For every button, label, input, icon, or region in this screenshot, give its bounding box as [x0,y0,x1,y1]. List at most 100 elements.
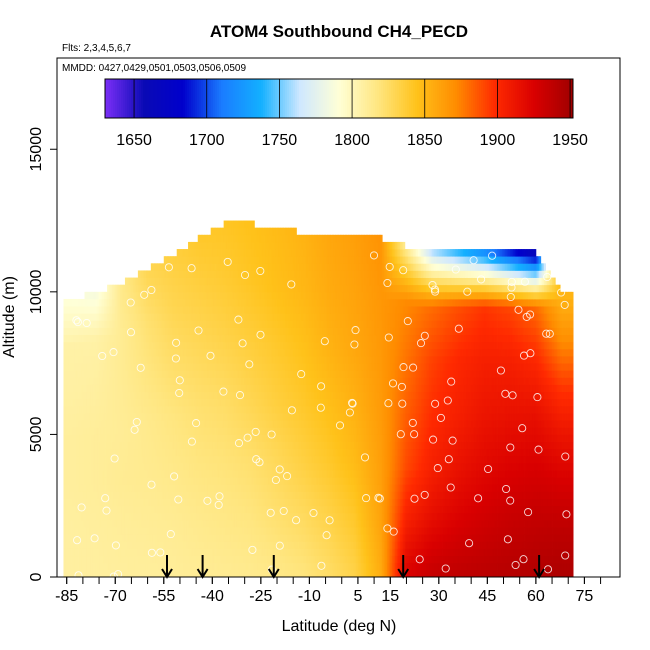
heatmap-cell [118,377,121,385]
heatmap-cell [89,512,92,521]
heatmap-cell [81,384,84,393]
heatmap-cell [115,484,118,492]
heatmap-cell [116,341,119,350]
heatmap-cell [126,391,129,400]
heatmap-cell [134,555,137,564]
heatmap-cell [113,334,116,343]
heatmap-cell [124,455,127,464]
heatmap-cell [89,448,92,457]
heatmap-cell [63,462,66,471]
heatmap-cell [128,291,131,300]
heatmap-cell [133,313,136,321]
heatmap-cell [95,348,98,357]
heatmap-cell [110,470,113,478]
heatmap-cell [66,527,69,535]
heatmap-cell [121,284,124,293]
heatmap-cell [74,527,77,535]
heatmap-cell [103,448,106,457]
heatmap-cell [99,391,102,400]
heatmap-cell [107,491,110,499]
heatmap-cell [108,484,111,492]
heatmap-cell [63,370,66,378]
heatmap-cell [115,441,118,450]
heatmap-cell [103,527,106,535]
heatmap-cell [68,527,71,535]
heatmap-cell [133,384,136,393]
heatmap-cell [87,562,90,571]
heatmap-cell [128,434,131,442]
heatmap-cell [74,356,77,364]
heatmap-cell [66,541,69,549]
heatmap-cell [86,348,89,357]
heatmap-cell [87,470,90,478]
heatmap-cell [82,555,85,564]
heatmap-cell [112,491,115,499]
heatmap-cell [107,370,110,378]
heatmap-cell [84,363,87,371]
heatmap-cell [69,527,72,535]
heatmap-cell [69,298,72,307]
heatmap-cell [113,462,116,471]
heatmap-cell [78,391,81,400]
heatmap-cell [74,306,77,314]
heatmap-cell [78,363,81,371]
heatmap-cell [107,398,110,407]
heatmap-cell [79,519,82,528]
heatmap-cell [87,348,90,357]
heatmap-cell [78,527,81,535]
heatmap-cell [65,306,68,314]
heatmap-cell [92,569,95,578]
heatmap-cell [63,505,66,514]
heatmap-cell [97,405,100,414]
heatmap-cell [76,541,79,549]
heatmap-cell [63,405,66,414]
heatmap-cell [95,363,98,371]
heatmap-cell [69,519,72,528]
heatmap-cell [136,306,139,314]
heatmap-cell [116,334,119,343]
heatmap-cell [136,505,139,514]
heatmap-cell [71,434,74,442]
heatmap-cell [124,441,127,450]
heatmap-cell [86,313,89,321]
heatmap-cell [118,327,121,336]
heatmap-cell [131,512,134,521]
heatmap-cell [123,413,126,421]
heatmap-cell [134,548,137,557]
heatmap-cell [110,541,113,549]
heatmap-cell [131,434,134,442]
heatmap-cell [76,498,79,507]
heatmap-cell [79,405,82,414]
heatmap-cell [137,541,140,549]
heatmap-cell [66,384,69,393]
heatmap-cell [131,455,134,464]
heatmap-cell [81,484,84,492]
heatmap-cell [120,534,123,542]
heatmap-cell [86,391,89,400]
heatmap-cells [63,220,574,578]
heatmap-cell [116,448,119,457]
heatmap-cell [129,341,132,350]
heatmap-cell [69,477,72,485]
heatmap-cell [116,434,119,442]
heatmap-cell [95,455,98,464]
heatmap-cell [107,356,110,364]
heatmap-cell [123,434,126,442]
heatmap-cell [128,477,131,485]
heatmap-cell [97,320,100,328]
heatmap-cell [118,512,121,521]
heatmap-cell [84,370,87,378]
heatmap-cell [66,491,69,499]
heatmap-cell [82,519,85,528]
heatmap-cell [65,519,68,528]
heatmap-cell [136,327,139,336]
heatmap-cell [112,298,115,307]
heatmap-cell [103,427,106,435]
heatmap-cell [94,569,97,578]
heatmap-cell [134,462,137,471]
heatmap-cell [108,334,111,343]
heatmap-cell [81,548,84,557]
heatmap-cell [90,398,93,407]
heatmap-cell [76,405,79,414]
heatmap-cell [115,413,118,421]
